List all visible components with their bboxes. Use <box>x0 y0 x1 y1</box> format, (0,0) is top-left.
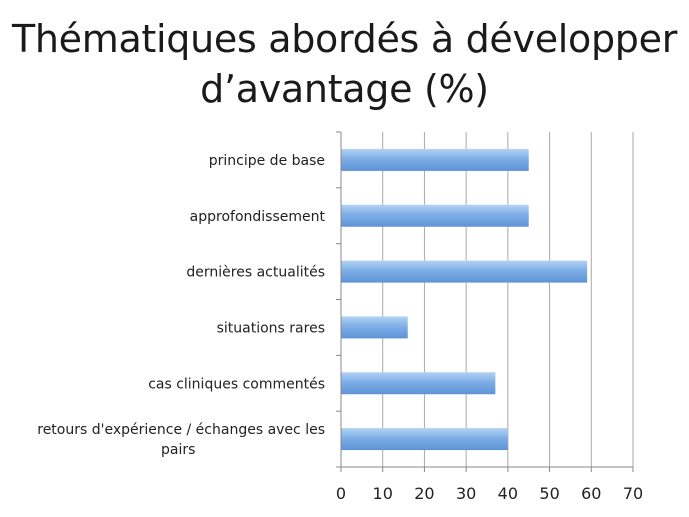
bar <box>341 372 496 395</box>
bars <box>341 148 588 451</box>
category-label: retours d'expérience / échanges avec les <box>37 422 325 438</box>
category-label: approfondissement <box>190 209 326 225</box>
category-labels: principe de base approfondissement dernièr… <box>37 153 325 458</box>
category-label: situations rares <box>217 320 325 336</box>
category-label: dernières actualités <box>186 265 325 281</box>
category-label: principe de base <box>209 153 325 169</box>
chart-title-line-2: d’avantage (%) <box>200 67 489 111</box>
x-tick-label: 70 <box>623 484 643 503</box>
chart-title: Thématiques abordés à développer d’avant… <box>0 14 689 114</box>
x-tick-label: 10 <box>373 484 393 503</box>
x-tick-label: 30 <box>456 484 476 503</box>
chart-title-line-1: Thématiques abordés à développer <box>11 17 678 61</box>
axes <box>336 131 634 472</box>
bar <box>341 148 529 171</box>
bar <box>341 260 588 283</box>
x-tick-labels: 0 10 20 30 40 50 60 70 <box>336 484 643 503</box>
bar <box>341 428 508 451</box>
bar <box>341 316 408 339</box>
gridlines <box>382 132 634 467</box>
category-label: pairs <box>161 442 195 458</box>
x-tick-label: 40 <box>498 484 518 503</box>
x-tick-label: 50 <box>539 484 559 503</box>
bar <box>341 204 529 227</box>
x-tick-label: 60 <box>581 484 601 503</box>
x-tick-label: 0 <box>336 484 346 503</box>
category-label: cas cliniques commentés <box>148 376 325 392</box>
x-tick-label: 20 <box>414 484 434 503</box>
